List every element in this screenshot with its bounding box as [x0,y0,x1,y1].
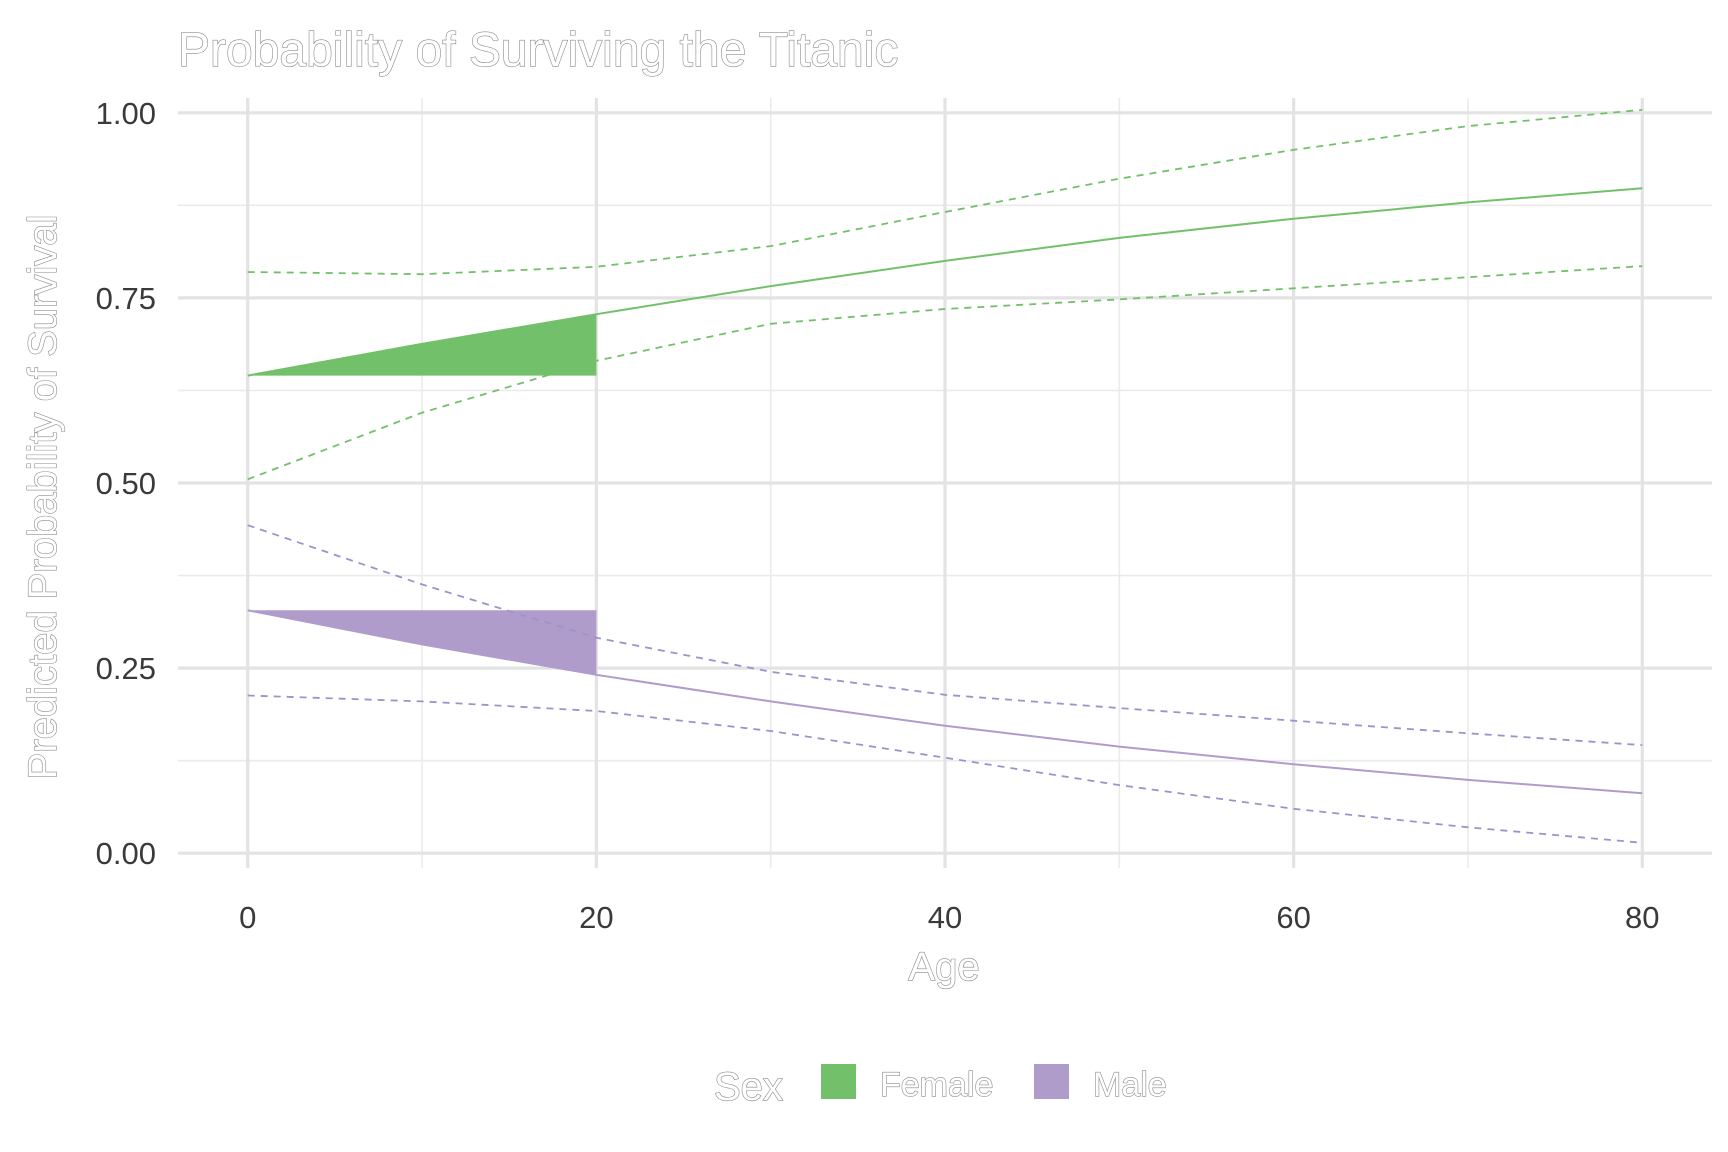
female-prediction-line [247,187,1643,377]
legend-title: Sex [714,1065,783,1109]
legend: Sex Female Male [713,1064,1167,1110]
x-tick-label: 20 [579,900,613,935]
legend-label-male: Male [1093,1066,1167,1104]
male-ci-upper-line [247,524,1643,746]
chart-title: Probability of Surviving the Titanic [178,24,898,77]
x-tick-label: 0 [239,900,256,935]
x-axis-title: Age [908,945,979,989]
x-tick-label: 80 [1625,900,1659,935]
series-layer [247,108,1643,844]
male-ci-lower-line [247,694,1643,844]
y-tick-label: 0.00 [96,836,156,871]
major-gridlines [178,98,1712,868]
female-ci-lower-line [247,265,1643,481]
y-tick-label: 0.75 [96,281,156,316]
y-tick-label: 1.00 [96,96,156,131]
y-axis-title: Predicted Probability of Survival [21,215,65,780]
female-ci-upper-line [247,108,1643,276]
y-tick-label: 0.25 [96,651,156,686]
x-tick-label: 40 [928,900,962,935]
legend-swatch-male [1034,1064,1069,1099]
x-tick-label: 60 [1276,900,1310,935]
y-tick-label: 0.50 [96,466,156,501]
legend-swatch-female [821,1064,856,1099]
male-prediction-line [247,609,1643,795]
legend-label-female: Female [880,1066,993,1104]
tick-labels: 0 20 40 60 80 0.00 0.25 0.50 0.75 1.00 [96,96,1660,935]
